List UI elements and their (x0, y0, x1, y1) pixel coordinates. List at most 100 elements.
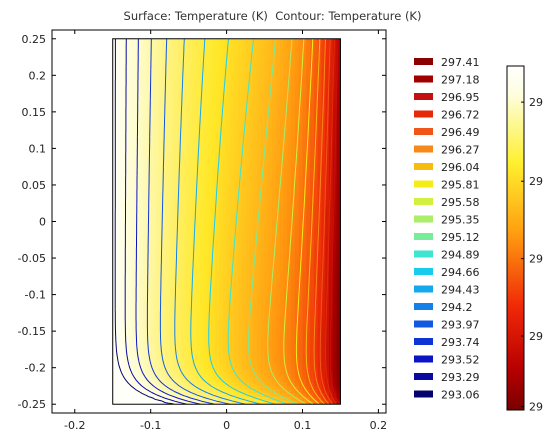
surface-cell (291, 126, 296, 131)
surface-cell (256, 247, 262, 252)
surface-cell (131, 323, 137, 329)
surface-cell (181, 166, 186, 171)
surface-cell (150, 236, 156, 241)
surface-cell (219, 86, 224, 91)
surface-cell (298, 173, 304, 179)
surface-cell (256, 100, 262, 106)
surface-cell (181, 279, 186, 285)
surface-cell (196, 188, 201, 193)
surface-cell (150, 64, 156, 69)
surface-cell (139, 104, 144, 109)
surface-cell (294, 126, 300, 131)
surface-cell (184, 108, 190, 113)
surface-cell (165, 232, 171, 237)
surface-cell (264, 309, 269, 314)
surface-cell (124, 199, 129, 204)
surface-cell (184, 236, 190, 241)
surface-cell (287, 287, 292, 292)
surface-cell (165, 221, 171, 226)
surface-cell (249, 64, 254, 69)
surface-cell (154, 78, 159, 84)
surface-cell (287, 173, 292, 179)
surface-cell (272, 148, 277, 153)
surface-cell (226, 261, 231, 266)
surface-cell (234, 192, 239, 197)
surface-cell (173, 316, 178, 321)
surface-cell (181, 345, 186, 351)
surface-cell (234, 258, 239, 263)
surface-cell (283, 82, 288, 87)
surface-cell (116, 115, 121, 120)
surface-cell (184, 46, 190, 51)
surface-cell (135, 338, 140, 343)
surface-cell (219, 228, 224, 234)
surface-cell (207, 159, 213, 164)
surface-cell (260, 258, 266, 263)
surface-cell (241, 203, 247, 208)
surface-cell (272, 184, 277, 190)
surface-cell (287, 159, 292, 164)
surface-cell (245, 316, 250, 321)
surface-cell (196, 89, 201, 95)
surface-cell (272, 126, 277, 131)
surface-cell (150, 269, 156, 274)
surface-cell (241, 68, 247, 73)
surface-cell (291, 371, 296, 376)
surface-cell (291, 57, 296, 62)
surface-cell (158, 89, 163, 95)
surface-cell (192, 163, 197, 168)
surface-cell (219, 338, 224, 343)
surface-cell (264, 360, 269, 365)
surface-cell (237, 133, 243, 139)
surface-cell (188, 228, 194, 234)
surface-cell (237, 111, 243, 117)
surface-cell (230, 133, 235, 139)
surface-cell (249, 272, 254, 277)
surface-cell (146, 316, 152, 321)
surface-cell (112, 389, 118, 394)
surface-cell (150, 75, 156, 80)
surface-cell (146, 225, 152, 230)
surface-cell (177, 68, 182, 73)
surface-cell (143, 119, 148, 124)
surface-cell (196, 108, 201, 113)
surface-cell (230, 93, 235, 98)
surface-cell (279, 75, 285, 80)
surface-cell (146, 89, 152, 95)
surface-cell (241, 360, 247, 365)
surface-cell (177, 206, 182, 212)
surface-cell (158, 396, 163, 402)
surface-cell (116, 108, 121, 113)
surface-cell (294, 97, 300, 102)
surface-cell (215, 265, 220, 270)
surface-cell (230, 232, 235, 237)
surface-cell (124, 323, 129, 329)
surface-cell (131, 152, 137, 157)
surface-cell (219, 258, 224, 263)
surface-cell (146, 46, 152, 51)
surface-cell (127, 221, 133, 226)
surface-cell (237, 38, 243, 44)
surface-cell (230, 141, 235, 146)
surface-cell (268, 130, 273, 135)
surface-cell (120, 294, 125, 299)
surface-cell (139, 206, 144, 212)
surface-cell (165, 144, 171, 149)
surface-cell (256, 173, 262, 179)
surface-cell (237, 192, 243, 197)
surface-cell (177, 385, 182, 391)
surface-cell (294, 345, 300, 351)
surface-cell (162, 57, 167, 62)
surface-cell (260, 75, 266, 80)
surface-cell (192, 68, 197, 73)
surface-cell (219, 42, 224, 47)
surface-cell (127, 130, 133, 135)
surface-cell (127, 210, 133, 215)
surface-cell (181, 82, 186, 87)
surface-cell (222, 203, 228, 208)
surface-cell (203, 82, 209, 87)
surface-cell (139, 258, 144, 263)
surface-cell (207, 210, 213, 215)
surface-cell (146, 122, 152, 128)
surface-cell (279, 111, 285, 117)
